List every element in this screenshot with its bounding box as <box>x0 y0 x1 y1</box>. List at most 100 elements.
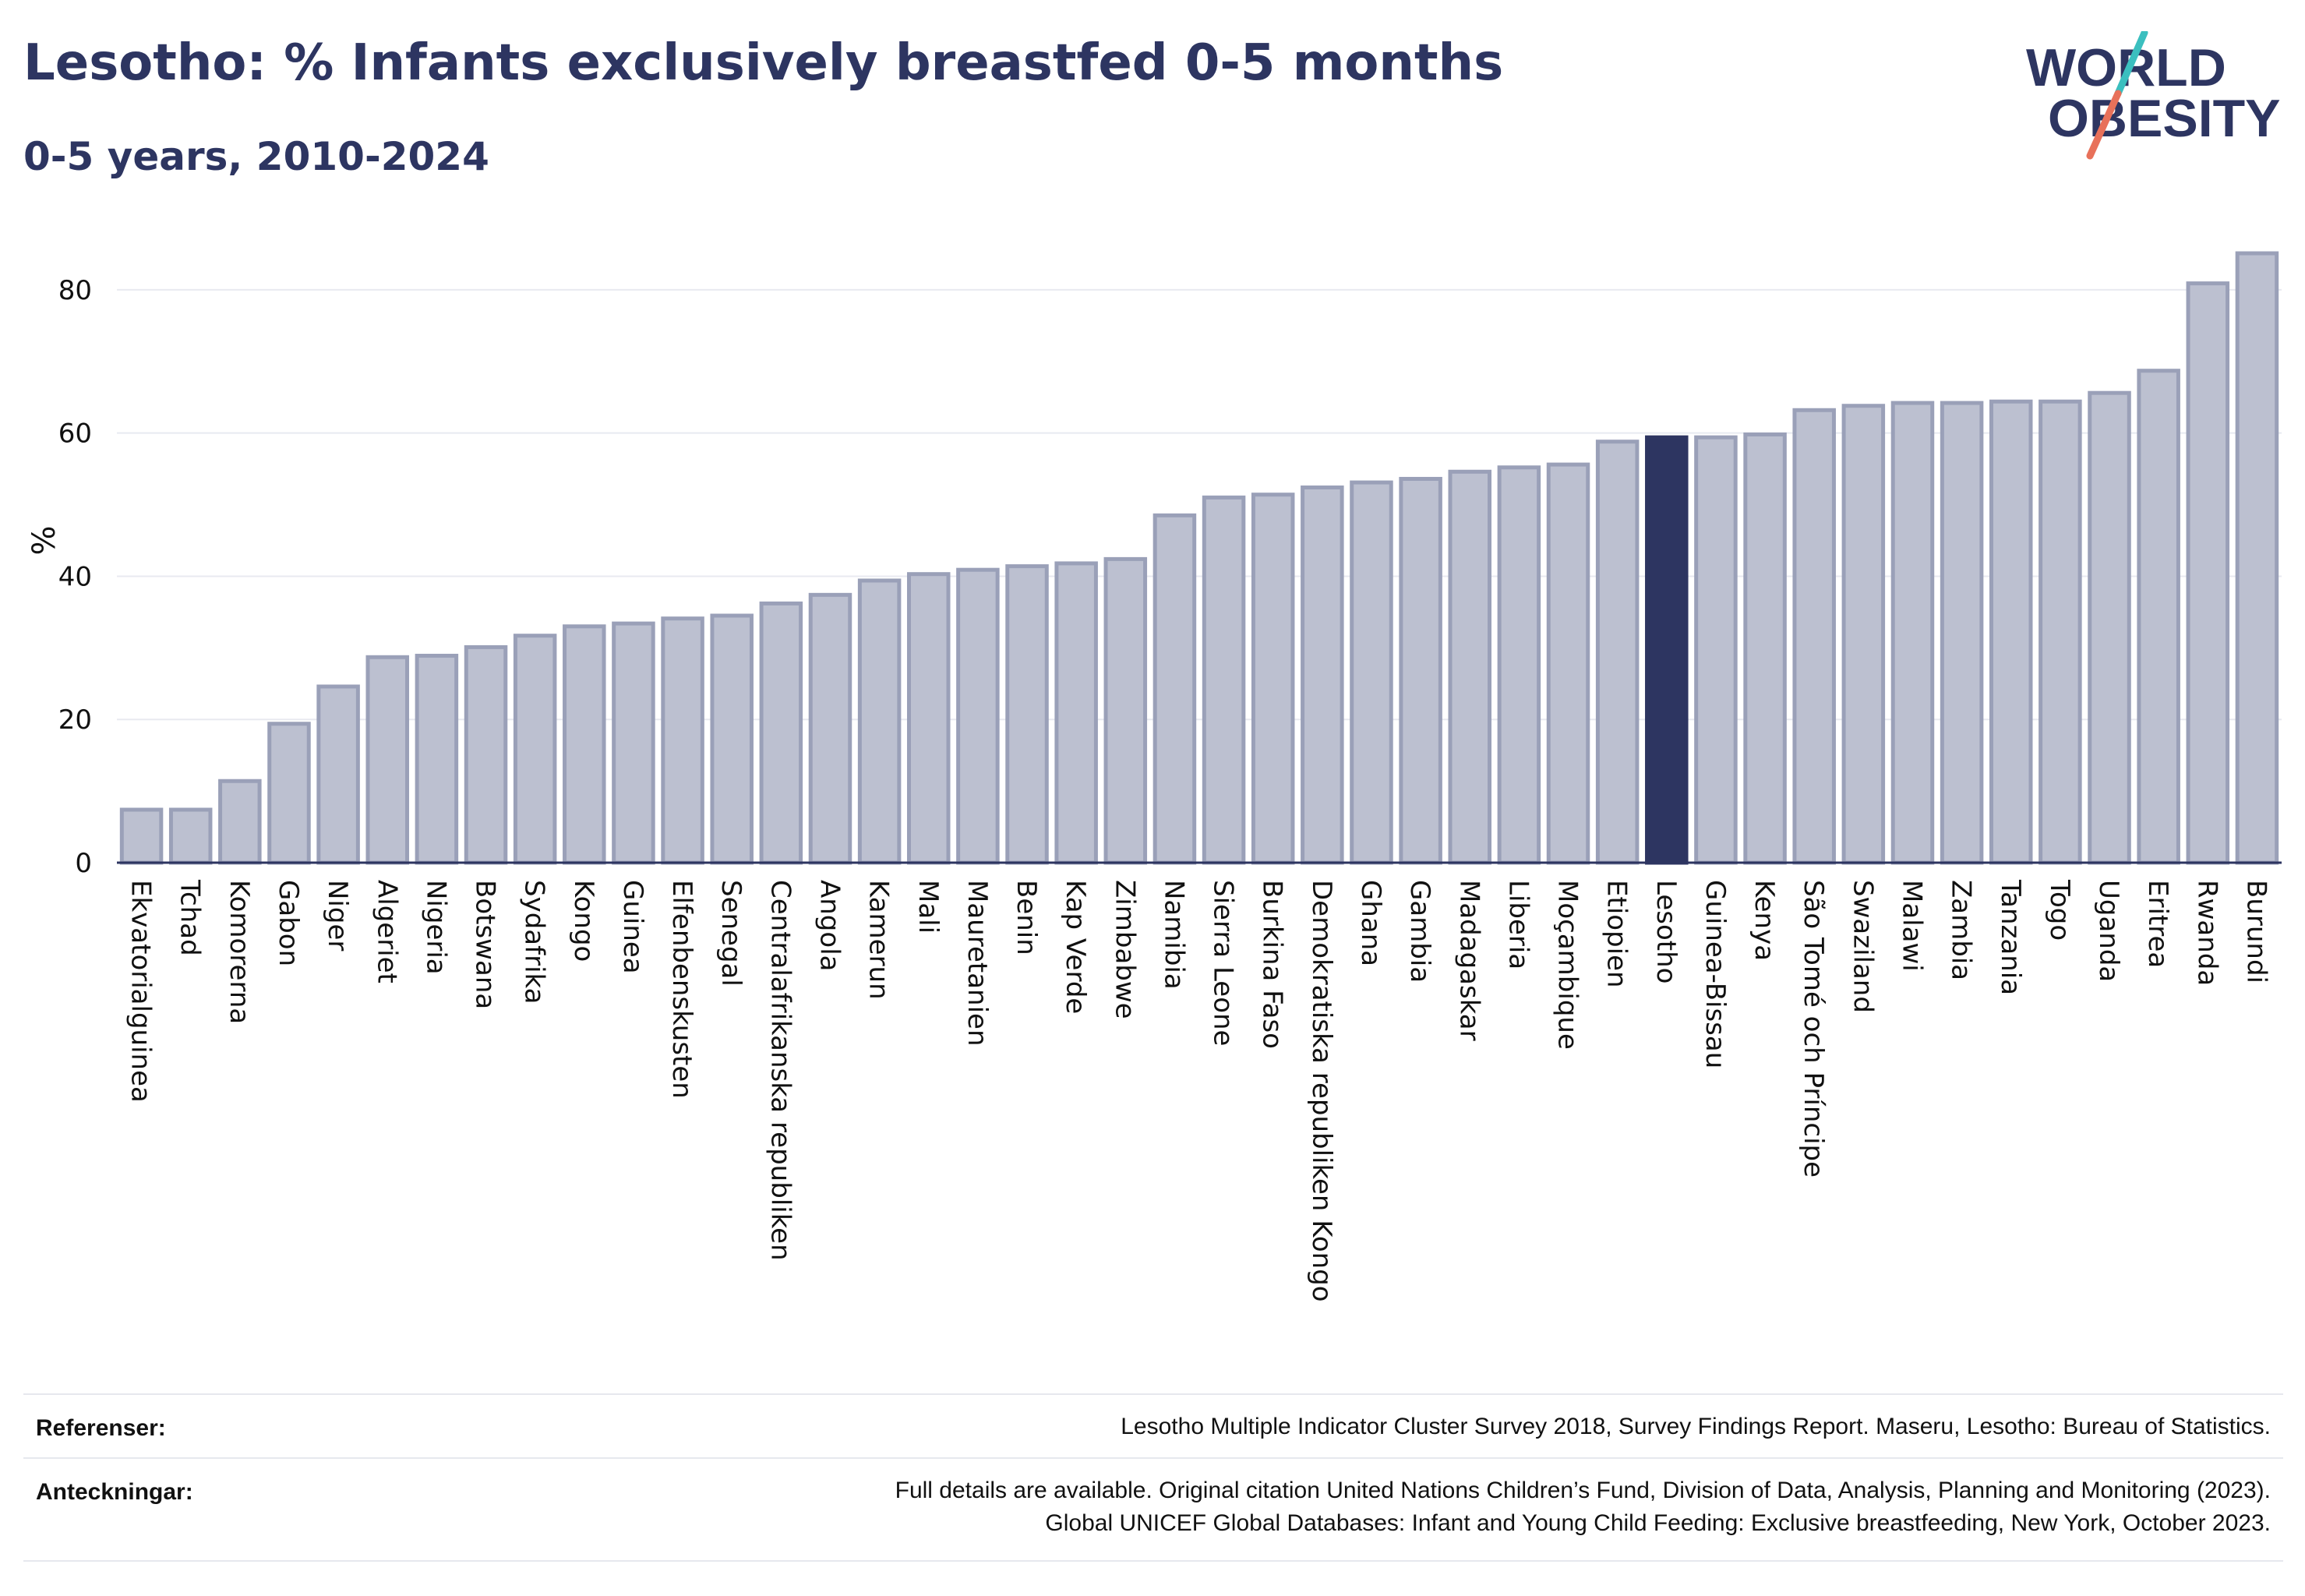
x-tick-label: Algeriet <box>371 880 402 983</box>
x-tick-label: Liberia <box>1502 880 1534 969</box>
bar-6 <box>415 653 459 865</box>
x-tick-label: Rwanda <box>2191 880 2222 986</box>
bar-26 <box>1399 476 1442 865</box>
chart-title: Lesotho: % Infants exclusively breastfed… <box>23 34 1504 92</box>
logo-slash-coral <box>2086 90 2122 160</box>
x-tick-label: Kenya <box>1749 880 1780 961</box>
x-tick-label: Togo <box>2044 879 2075 941</box>
x-tick-label: Demokratiska republiken Kongo <box>1306 880 1337 1302</box>
x-tick-label: Zimbabwe <box>1109 880 1140 1019</box>
x-tick-label: Komorerna <box>224 880 255 1024</box>
bar-chart: 0 20 40 60 80% Ekvatorialguinea Tchad Komorerna… <box>26 251 2282 1302</box>
references-row: Referenser: Lesotho Multiple Indicator C… <box>23 1393 2283 1457</box>
bar-19 <box>1054 561 1098 865</box>
x-tick-label: Elfenbenskusten <box>666 880 697 1099</box>
x-tick-label: Senegal <box>715 880 747 987</box>
x-tick-label: Angola <box>814 880 845 971</box>
bar-9 <box>563 624 606 865</box>
bar-12 <box>710 613 754 865</box>
y-axis-label: % <box>26 525 62 555</box>
bar-39 <box>2038 399 2082 865</box>
x-tick-label: Sierra Leone <box>1208 880 1239 1046</box>
x-tick-label: Namibia <box>1158 880 1189 990</box>
y-tick-label: 40 <box>58 561 92 592</box>
x-tick-label: Gambia <box>1404 880 1435 983</box>
bar-23 <box>1251 493 1295 865</box>
x-tick-label: Kongo <box>568 880 599 962</box>
bar-22 <box>1202 495 1246 865</box>
references-text: Lesotho Multiple Indicator Cluster Surve… <box>1121 1414 2271 1439</box>
y-tick-label: 80 <box>58 275 92 306</box>
bar-14 <box>808 592 852 865</box>
x-tick-label: Burkina Faso <box>1257 880 1288 1049</box>
bar-10 <box>612 621 655 865</box>
bar-21 <box>1152 513 1197 865</box>
bar-13 <box>759 601 803 865</box>
chart-subtitle: 0-5 years, 2010-2024 <box>23 134 489 179</box>
bar-38 <box>1989 399 2033 865</box>
x-tick-label: Niger <box>322 880 353 951</box>
notes-text: Full details are available. Original cit… <box>895 1474 2271 1540</box>
bar-27 <box>1448 469 1492 865</box>
bar-41 <box>2137 369 2180 865</box>
y-tick-label: 60 <box>58 418 92 450</box>
y-tick-label: 0 <box>75 848 92 879</box>
bar-33 <box>1743 433 1787 865</box>
bar-34 <box>1792 408 1836 865</box>
bar-29 <box>1546 462 1590 865</box>
y-tick-label: 20 <box>58 704 92 736</box>
x-tick-label: Moçambique <box>1552 880 1583 1050</box>
x-tick-label: Kap Verde <box>1060 880 1091 1014</box>
references-label: Referenser: <box>36 1415 166 1441</box>
x-tick-label: Mali <box>912 880 944 934</box>
x-tick-label: Botswana <box>470 880 501 1009</box>
notes-row: Anteckningar: Full details are available… <box>23 1457 2283 1562</box>
x-tick-label: Zambia <box>1946 880 1977 980</box>
bar-40 <box>2088 390 2131 865</box>
x-tick-label: Malawi <box>1896 880 1927 972</box>
bar-3 <box>267 722 311 865</box>
notes-label: Anteckningar: <box>36 1479 193 1505</box>
x-tick-label: Guinea-Bissau <box>1700 880 1731 1068</box>
x-tick-label: Swaziland <box>1847 880 1878 1013</box>
x-tick-label: Guinea <box>617 880 648 974</box>
bar-15 <box>857 578 902 865</box>
bar-36 <box>1890 401 1935 865</box>
bar-5 <box>365 655 410 865</box>
x-tick-label: Eritrea <box>2142 880 2173 968</box>
bar-7 <box>464 644 508 865</box>
bar-30 <box>1595 440 1640 865</box>
bar-35 <box>1841 404 1886 865</box>
bar-31 <box>1645 435 1689 865</box>
bar-0 <box>119 807 164 865</box>
x-tick-label: Sydafrika <box>519 880 550 1004</box>
bar-8 <box>513 634 557 865</box>
x-tick-label: Ekvatorialguinea <box>125 880 157 1103</box>
x-tick-label: Benin <box>1011 880 1042 955</box>
x-tick-label: Ghana <box>1355 880 1386 966</box>
bar-11 <box>661 616 704 865</box>
x-tick-label: Tanzania <box>1995 879 2026 995</box>
bar-4 <box>316 684 360 865</box>
bar-28 <box>1497 465 1541 865</box>
x-tick-label: Uganda <box>2093 880 2124 982</box>
x-tick-label: Madagaskar <box>1453 880 1484 1041</box>
x-tick-label: Nigeria <box>420 880 451 975</box>
notes-line-1: Full details are available. Original cit… <box>895 1478 2271 1503</box>
logo-word-obesity: OBESITY <box>2048 89 2281 148</box>
x-tick-label: Tchad <box>175 879 206 956</box>
x-tick-label: Lesotho <box>1650 880 1682 983</box>
bar-24 <box>1301 486 1344 865</box>
bar-1 <box>168 807 213 865</box>
bar-43 <box>2235 251 2279 865</box>
x-tick-label: Mauretanien <box>962 880 993 1047</box>
logo-slash-teal <box>2114 31 2148 97</box>
x-tick-label: Gabon <box>273 880 304 966</box>
bar-2 <box>218 779 262 865</box>
bar-18 <box>1005 564 1049 865</box>
world-obesity-logo: WORLD OBESITY <box>2026 31 2281 160</box>
bar-25 <box>1350 480 1393 865</box>
bar-20 <box>1103 556 1148 865</box>
notes-line-2: Global UNICEF Global Databases: Infant a… <box>1045 1510 2271 1536</box>
x-tick-label: Centralafrikanska republiken <box>764 880 796 1261</box>
